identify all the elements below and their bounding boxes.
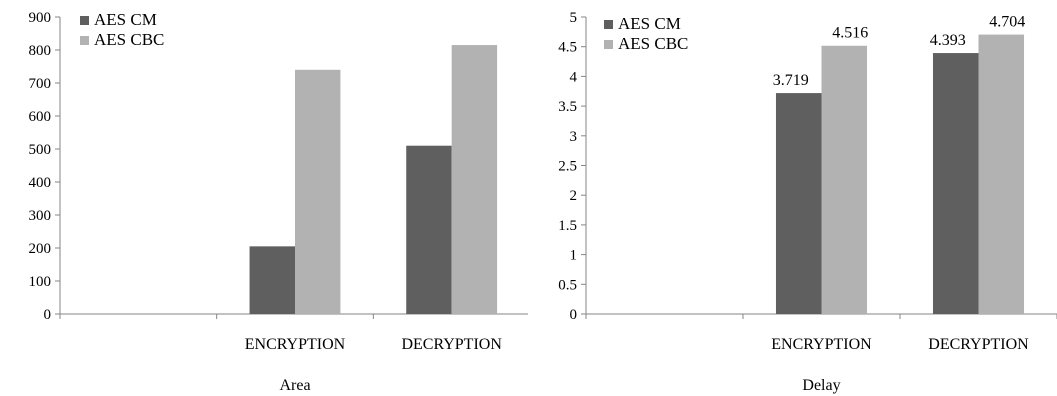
delay-chart: 0 0.5 1 1.5 2 2.5 3 3.5 4 4.5 5 ENCRYPTION DECRYPTIO… — [558, 10, 1057, 394]
bar-aes-cm-encryption — [775, 93, 822, 314]
y-tick-label: 4 — [570, 69, 578, 85]
y-tick-label: 2.5 — [558, 159, 577, 175]
bar-aes-cbc-decryption — [978, 34, 1025, 315]
y-tick-label: 2 — [570, 188, 578, 204]
y-tick-label: 900 — [29, 10, 52, 26]
y-tick-label: 400 — [29, 175, 52, 191]
legend-label: AES CBC — [618, 34, 688, 53]
legend-swatch — [604, 20, 613, 29]
legend-label: AES CBC — [94, 30, 164, 49]
bar-aes-cm-encryption — [249, 246, 295, 314]
y-tick-label: 3.5 — [558, 99, 577, 115]
y-tick-label: 0 — [570, 307, 578, 323]
y-tick-label: 300 — [29, 208, 52, 224]
legend-swatch — [80, 36, 89, 45]
data-label: 3.719 — [773, 72, 809, 89]
bar-aes-cbc-decryption — [451, 45, 498, 315]
bar-aes-cbc-encryption — [821, 45, 868, 314]
x-category-label: ENCRYPTION — [245, 336, 346, 353]
x-axis-title: Area — [279, 377, 310, 394]
y-tick-label: 800 — [29, 43, 52, 59]
y-tick-label: 1.5 — [558, 218, 577, 234]
x-axis-title: Delay — [802, 377, 840, 394]
y-tick-label: 100 — [29, 274, 52, 290]
y-tick-label: 700 — [29, 76, 52, 92]
y-tick-label: 5 — [570, 10, 578, 26]
area-chart: 0 100 200 300 400 500 600 700 800 900 ENCRYPTION DE… — [29, 10, 528, 394]
x-category-label: ENCRYPTION — [771, 336, 872, 353]
legend-swatch — [604, 40, 613, 49]
bar-aes-cm-decryption — [406, 145, 452, 314]
legend-label: AES CM — [618, 14, 681, 33]
legend-label: AES CM — [94, 10, 157, 29]
y-tick-label: 0 — [44, 307, 52, 323]
bar-aes-cbc-encryption — [295, 69, 341, 314]
y-tick-label: 600 — [29, 109, 52, 125]
legend-swatch — [80, 16, 89, 25]
y-tick-label: 4.5 — [558, 40, 577, 56]
y-tick-label: 3 — [570, 129, 578, 145]
y-tick-label: 0.5 — [558, 277, 577, 293]
y-tick-label: 1 — [570, 248, 578, 264]
y-tick-label: 500 — [29, 142, 52, 158]
data-label: 4.516 — [832, 25, 868, 42]
bar-aes-cm-decryption — [932, 53, 979, 315]
x-category-label: DECRYPTION — [928, 336, 1029, 353]
data-label: 4.393 — [930, 32, 966, 49]
data-label: 4.704 — [989, 14, 1025, 31]
x-category-label: DECRYPTION — [401, 336, 502, 353]
y-tick-label: 200 — [29, 241, 52, 257]
